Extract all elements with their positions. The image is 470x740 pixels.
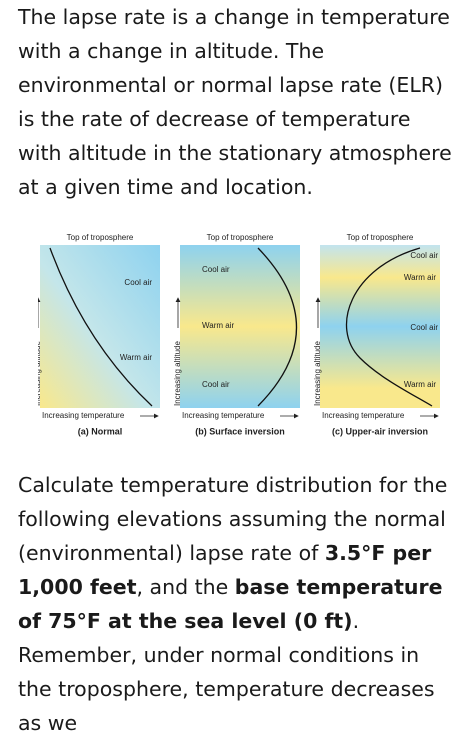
text-run: Calculate temperature distribution for t… xyxy=(18,473,448,565)
air-label: Warm air xyxy=(202,321,234,330)
air-label: Warm air xyxy=(120,353,152,362)
question-text: Calculate temperature distribution for t… xyxy=(18,468,458,740)
temperature-profile xyxy=(257,247,297,407)
y-axis-label: Increasing altitude xyxy=(173,341,182,406)
bold-text: base temperature of 75°F at the sea leve… xyxy=(18,575,443,633)
panel: Top of troposphere Cool air Warm air Cool a… xyxy=(173,233,300,436)
lapse-rate-figure: Top of troposphere Cool air Warm air Increa… xyxy=(38,233,440,436)
temperature-profile xyxy=(49,247,153,407)
air-label: Warm air xyxy=(404,273,436,282)
y-axis-label: Increasing altitude xyxy=(313,341,322,406)
air-label: Cool air xyxy=(410,251,438,260)
top-label: Top of troposphere xyxy=(347,233,414,242)
temperature-profile xyxy=(345,247,433,407)
page: {"intro": "The lapse rate is a change in… xyxy=(18,5,452,735)
caption: (a) Normal xyxy=(78,426,123,436)
panel-background xyxy=(320,245,440,408)
text-run: . Remember, under normal conditions in t… xyxy=(18,609,435,735)
top-label: Top of troposphere xyxy=(67,233,134,242)
panel: Top of troposphere Cool air Warm air Increa… xyxy=(38,233,160,436)
air-label: Cool air xyxy=(202,265,230,274)
x-axis-label: Increasing temperature xyxy=(42,411,125,420)
air-label: Cool air xyxy=(410,323,438,332)
panel: Top of troposphere Cool air Warm air Cool a… xyxy=(313,233,440,436)
intro-text: The lapse rate is a change in temperatur… xyxy=(18,5,452,199)
bold-text: 3.5°F per 1,000 feet xyxy=(18,541,432,599)
air-label: Warm air xyxy=(404,380,436,389)
panel-background xyxy=(180,245,300,408)
text-run: , and the xyxy=(136,575,235,599)
air-label: Cool air xyxy=(124,278,152,287)
x-axis-label: Increasing temperature xyxy=(322,411,405,420)
caption: (b) Surface inversion xyxy=(195,426,285,436)
top-label: Top of troposphere xyxy=(207,233,274,242)
y-axis-label: Increasing altitude xyxy=(38,341,42,406)
caption: (c) Upper-air inversion xyxy=(332,426,428,436)
air-label: Cool air xyxy=(202,380,230,389)
x-axis-label: Increasing temperature xyxy=(182,411,265,420)
